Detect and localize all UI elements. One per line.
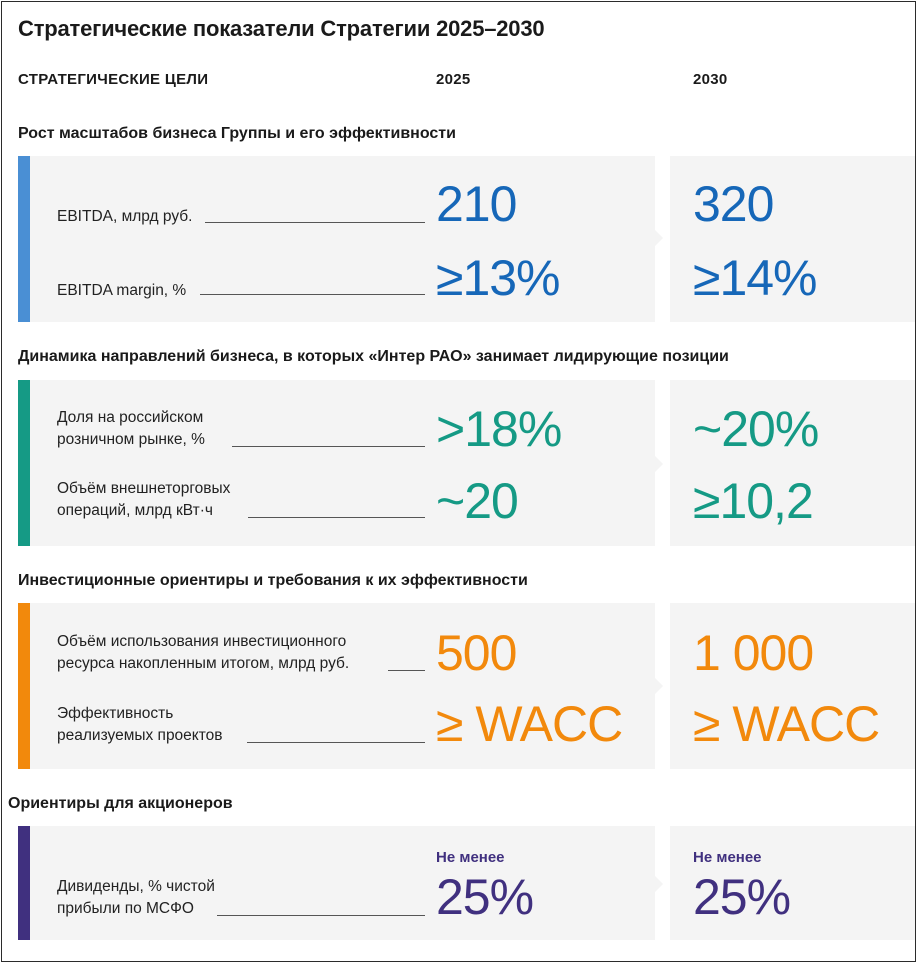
- value-2025-ebitda-margin: ≥13%: [436, 250, 561, 306]
- value-2030-dividends-prefix: Не менее: [693, 849, 762, 866]
- arrow-notch: [655, 230, 663, 246]
- metric-label-ebitda: EBITDA, млрд руб.: [57, 208, 193, 225]
- section-business-lines-2030-panel: [670, 380, 915, 546]
- leader-line: [248, 517, 425, 518]
- leader-line: [388, 670, 425, 671]
- page-title: Стратегические показатели Стратегии 2025…: [18, 16, 545, 41]
- arrow-notch: [655, 876, 663, 892]
- metric-label-foreign-trade: Объём внешнеторговых операций, млрд кВт·…: [57, 478, 230, 522]
- value-2030-foreign-trade: ≥10,2: [693, 473, 814, 529]
- metric-label-ebitda-margin: EBITDA margin, %: [57, 282, 187, 299]
- label-line: прибыли по МСФО: [57, 900, 194, 917]
- accent-bar: [18, 603, 30, 769]
- section-title-investment: Инвестиционные ориентиры и требования к …: [18, 572, 528, 589]
- column-header-2025: 2025: [436, 71, 471, 88]
- label-line: Объём внешнеторговых: [57, 480, 231, 497]
- leader-line: [217, 915, 425, 916]
- section-title-growth: Рост масштабов бизнеса Группы и его эффе…: [18, 125, 456, 142]
- leader-line: [205, 222, 425, 223]
- accent-bar: [18, 380, 30, 546]
- section-shareholders-panel: [18, 826, 655, 940]
- column-header-2030: 2030: [693, 71, 728, 88]
- value-2025-retail-share: >18%: [436, 401, 562, 457]
- section-business-lines-panel: [18, 380, 655, 546]
- label-line: Эффективность: [57, 705, 174, 722]
- value-2025-foreign-trade: ~20: [436, 473, 519, 529]
- leader-line: [200, 294, 425, 295]
- value-2025-investment-volume: 500: [436, 625, 517, 681]
- value-2025-project-efficiency: ≥ WACC: [436, 696, 623, 752]
- column-header-goals: СТРАТЕГИЧЕСКИЕ ЦЕЛИ: [18, 71, 209, 88]
- section-title-business-lines: Динамика направлений бизнеса, в которых …: [18, 348, 729, 365]
- section-shareholders-2030-panel: [670, 826, 915, 940]
- leader-line: [247, 742, 425, 743]
- label-line: реализуемых проектов: [57, 727, 223, 744]
- arrow-notch: [655, 456, 663, 472]
- value-2025-dividends-prefix: Не менее: [436, 849, 505, 866]
- metric-label-project-efficiency: Эффективность реализуемых проектов: [57, 703, 223, 747]
- section-title-shareholders: Ориентиры для акционеров: [8, 795, 233, 812]
- metric-label-dividends: Дивиденды, % чистой прибыли по МСФО: [57, 876, 215, 920]
- section-growth-2030-panel: [670, 156, 915, 322]
- metric-label-investment-volume: Объём использования инвестиционного ресу…: [57, 631, 349, 675]
- label-line: операций, млрд кВт·ч: [57, 502, 213, 519]
- value-2030-investment-volume: 1 000: [693, 625, 814, 681]
- label-line: розничном рынке, %: [57, 431, 205, 448]
- value-2030-ebitda-margin: ≥14%: [693, 250, 818, 306]
- value-2030-dividends: 25%: [693, 869, 791, 925]
- leader-line: [232, 446, 425, 447]
- label-line: Дивиденды, % чистой: [57, 878, 215, 895]
- section-investment-2030-panel: [670, 603, 915, 769]
- value-2030-project-efficiency: ≥ WACC: [693, 696, 880, 752]
- label-line: Объём использования инвестиционного: [57, 633, 347, 650]
- label-line: ресурса накопленным итогом, млрд руб.: [57, 655, 350, 672]
- metric-label-retail-share: Доля на российском розничном рынке, %: [57, 407, 205, 451]
- value-2025-ebitda: 210: [436, 176, 517, 232]
- value-2030-ebitda: 320: [693, 176, 774, 232]
- value-2025-dividends: 25%: [436, 869, 534, 925]
- label-line: Доля на российском: [57, 409, 204, 426]
- value-2030-retail-share: ~20%: [693, 401, 819, 457]
- section-investment-panel: [18, 603, 655, 769]
- accent-bar: [18, 156, 30, 322]
- accent-bar: [18, 826, 30, 940]
- arrow-notch: [655, 678, 663, 694]
